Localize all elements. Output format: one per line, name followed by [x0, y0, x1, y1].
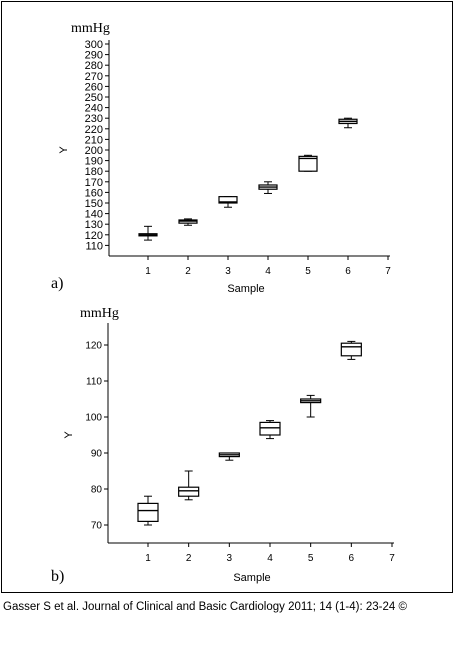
x-tick-label: 4: [265, 266, 271, 277]
y-tick-label: 230: [85, 113, 103, 125]
y-tick-label: 190: [85, 156, 103, 168]
y-axis-label: Y: [58, 146, 70, 154]
y-tick-label: 260: [85, 81, 103, 93]
box-plot-sample-5: [298, 154, 318, 172]
box-plot-sample-2: [178, 218, 198, 226]
unit-label: mmHg: [80, 306, 119, 321]
x-tick-label: 3: [225, 266, 231, 277]
y-tick-label: 150: [85, 198, 103, 210]
box-iqr: [178, 486, 200, 497]
x-tick-label: 5: [308, 553, 314, 564]
box-iqr: [259, 421, 281, 436]
y-tick-label: 140: [85, 209, 103, 221]
y-tick-label: 210: [85, 134, 103, 146]
box-iqr: [340, 342, 362, 357]
x-tick-label: 3: [227, 553, 233, 564]
box-plot-sample-6: [340, 340, 362, 360]
y-tick-label: 110: [85, 240, 103, 252]
y-tick-label: 70: [91, 521, 103, 532]
box-plot-sample-1: [138, 225, 158, 241]
box-plot-sample-3: [218, 452, 240, 461]
y-tick-label: 220: [85, 124, 103, 136]
x-axis-label: Sample: [233, 572, 270, 584]
x-tick-label: 1: [145, 553, 151, 564]
box-plot-sample-2: [178, 470, 200, 501]
y-tick-label: 200: [85, 145, 103, 157]
y-tick-label: 160: [85, 187, 103, 199]
y-tick-label: 80: [91, 485, 103, 496]
y-tick-label: 270: [85, 71, 103, 83]
figure-frame: [1, 1, 453, 593]
x-tick-label: 2: [186, 553, 192, 564]
box-iqr: [137, 502, 159, 522]
box-iqr: [298, 155, 318, 172]
x-tick-label: 2: [185, 266, 191, 277]
y-tick-label: 110: [86, 377, 102, 388]
y-tick-label: 300: [85, 39, 103, 51]
y-tick-label: 120: [85, 341, 102, 352]
y-tick-label: 120: [85, 230, 103, 242]
x-tick-label: 7: [385, 266, 391, 277]
box-plot-sample-4: [258, 181, 278, 194]
y-axis-label: Y: [63, 431, 75, 439]
y-tick-label: 170: [85, 177, 103, 189]
chart-panel-a: 1101201301401501601701801902002102202302…: [51, 21, 391, 295]
box-plot-sample-1: [137, 495, 159, 526]
box-iqr: [218, 196, 238, 204]
panel-label: a): [51, 275, 63, 292]
y-tick-label: 240: [85, 103, 103, 115]
x-tick-label: 1: [145, 266, 151, 277]
x-axis-label: Sample: [227, 283, 264, 295]
citation-text: Gasser S et al. Journal of Clinical and …: [3, 601, 407, 613]
x-tick-label: 6: [345, 266, 351, 277]
figure-svg: 1101201301401501601701801902002102202302…: [51, 21, 395, 585]
panel-label: b): [51, 568, 64, 585]
x-tick-label: 6: [349, 553, 355, 564]
x-tick-label: 7: [389, 553, 395, 564]
y-tick-label: 130: [85, 219, 103, 231]
chart-panel-b: 70 80 90 100 110 120 1 2 3 4 5 6 7 mmHg Y Sample b): [51, 306, 395, 585]
y-tick-label: 180: [85, 166, 103, 178]
box-plot-sample-4: [259, 420, 281, 440]
y-tick-label: 280: [85, 60, 103, 72]
y-tick-label: 250: [85, 92, 103, 104]
y-tick-label: 290: [85, 50, 103, 62]
unit-label: mmHg: [71, 21, 110, 36]
box-plot-sample-6: [338, 117, 358, 129]
x-tick-label: 4: [267, 553, 273, 564]
y-tick-label: 100: [85, 413, 102, 424]
y-tick-label: 90: [91, 449, 103, 460]
box-plot-sample-3: [218, 196, 238, 208]
x-tick-label: 5: [305, 266, 311, 277]
box-plot-sample-5: [300, 394, 322, 418]
